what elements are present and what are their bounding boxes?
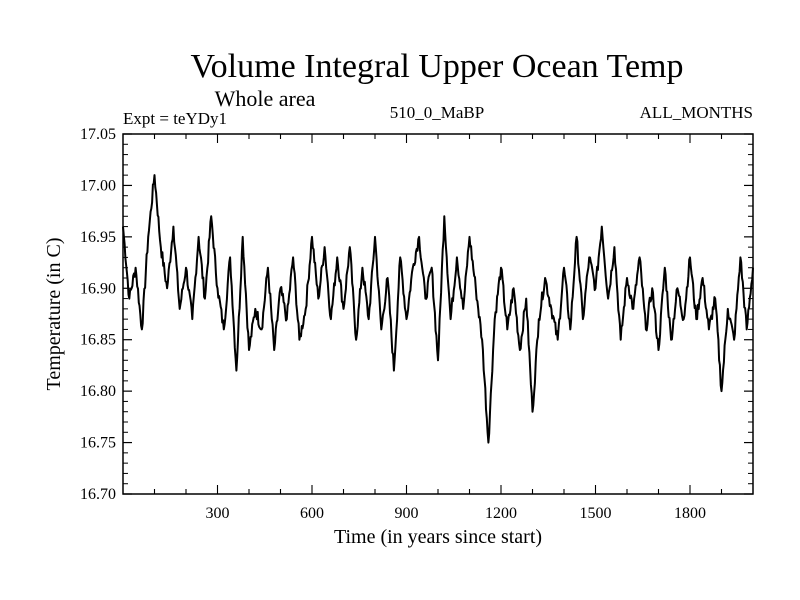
y-tick-label: 16.70: [80, 486, 116, 503]
y-tick-label: 16.90: [80, 280, 116, 297]
x-axis: 300 600 900 1200 1500 1800: [153, 134, 723, 522]
y-tick-label: 17.05: [80, 126, 116, 143]
x-tick-label: 300: [206, 505, 230, 522]
x-tick-label: 1500: [580, 505, 612, 522]
chart-subtitle: Whole area: [215, 86, 316, 111]
x-axis-label: Time (in years since start): [334, 526, 542, 548]
experiment-label: Expt = teYDy1: [123, 109, 227, 128]
y-tick-label: 16.85: [80, 332, 116, 349]
y-tick-label: 16.95: [80, 229, 116, 246]
y-axis-label: Temperature (in C): [43, 238, 65, 391]
y-axis: 16.70 16.75 16.80 16.85 16.90 16.95 17.00 17.05: [80, 126, 753, 503]
x-tick-label: 900: [395, 505, 419, 522]
run-label: 510_0_MaBP: [390, 103, 484, 122]
y-tick-label: 16.75: [80, 435, 116, 452]
x-tick-label: 1200: [485, 505, 517, 522]
x-tick-label: 1800: [674, 505, 706, 522]
temperature-series-line: [122, 174, 754, 444]
season-label: ALL_MONTHS: [640, 103, 753, 122]
y-tick-label: 16.80: [80, 383, 116, 400]
chart-title: Volume Integral Upper Ocean Temp: [191, 48, 684, 85]
plot-frame: [122, 133, 754, 495]
y-tick-label: 17.00: [80, 177, 116, 194]
x-tick-label: 600: [300, 505, 324, 522]
